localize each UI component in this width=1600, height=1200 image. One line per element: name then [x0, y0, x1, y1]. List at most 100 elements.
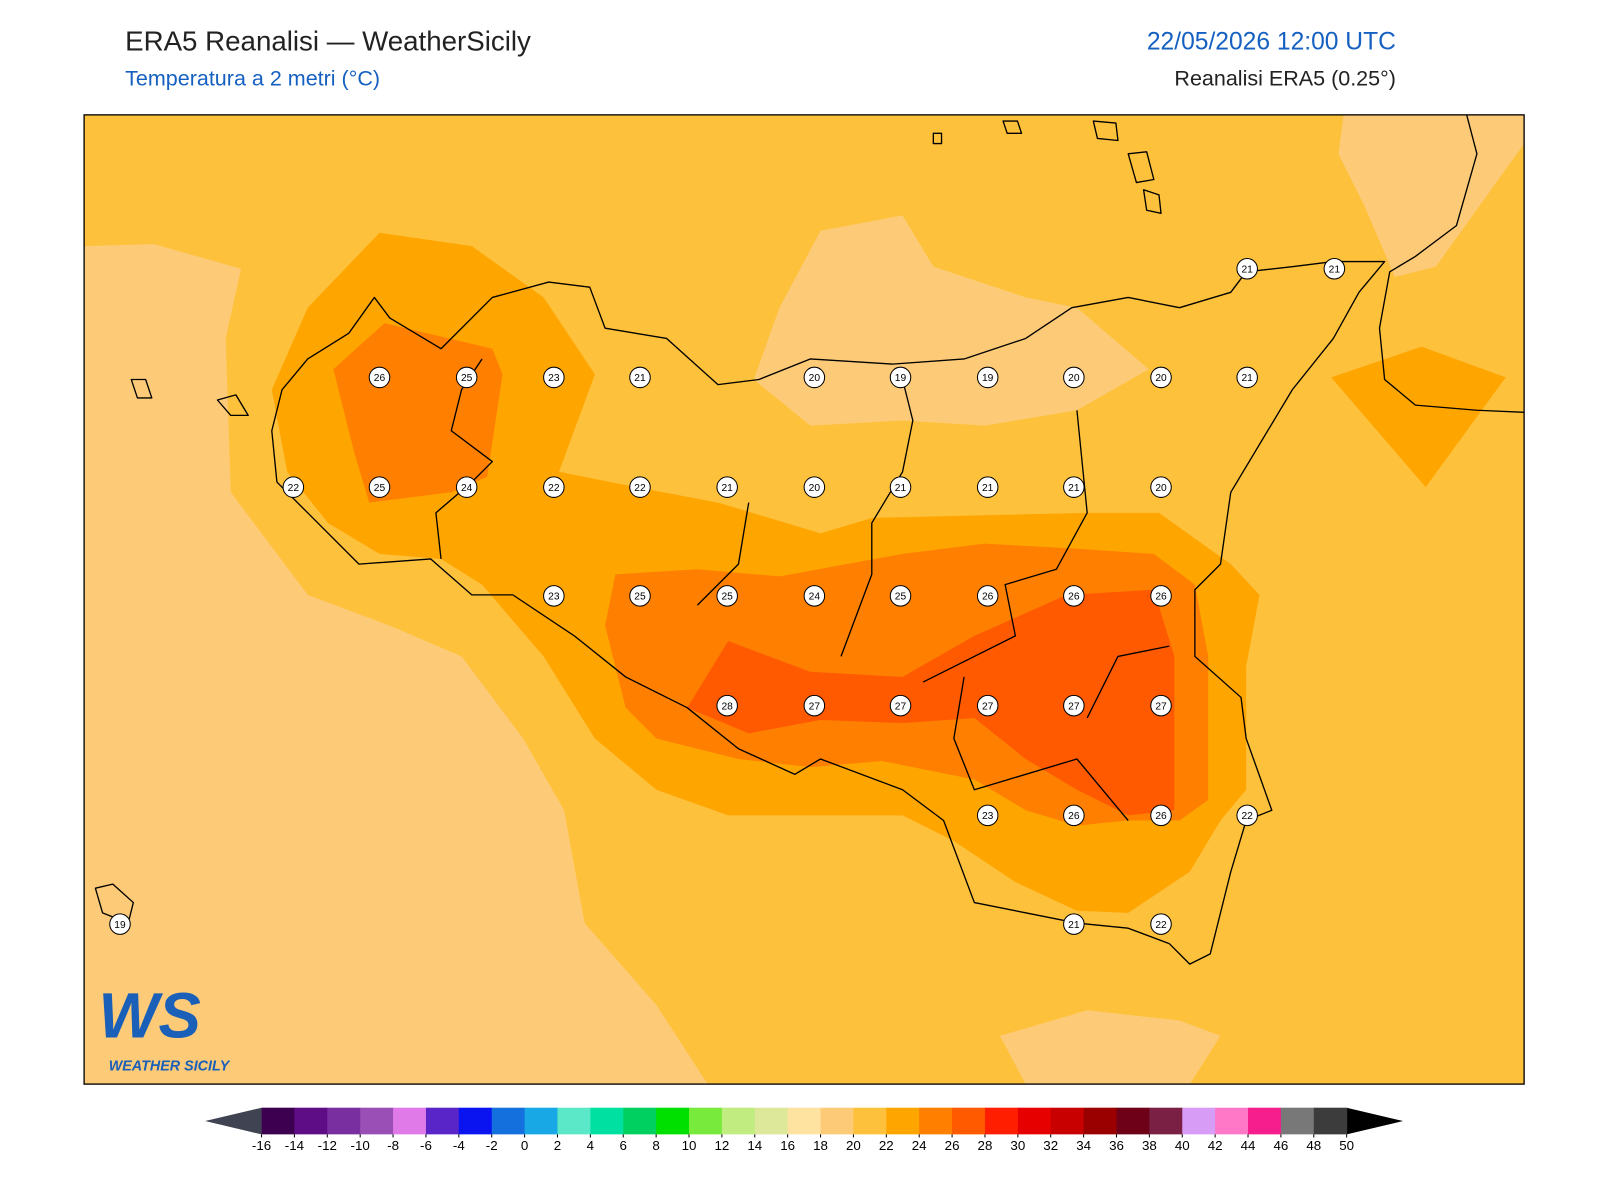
colorbar-label: 38: [1142, 1138, 1157, 1153]
colorbar-under: [205, 1107, 262, 1135]
field-26: [687, 589, 1175, 816]
colorbar-label: 16: [780, 1138, 795, 1153]
colorbar-label: 36: [1109, 1138, 1124, 1153]
station-value: 20: [1068, 373, 1080, 384]
field-18: [753, 215, 1149, 426]
station-marker: [1063, 585, 1085, 607]
station-value: 25: [634, 592, 646, 603]
station-marker: [1063, 913, 1085, 935]
colorbar-label: 28: [978, 1138, 993, 1153]
colorbar-bin: [1149, 1107, 1183, 1135]
station-value: 21: [1241, 373, 1253, 384]
station-marker: [368, 476, 391, 498]
station-value: 21: [895, 483, 907, 494]
colorbar-bin: [754, 1107, 789, 1135]
station-value: 26: [1155, 592, 1167, 603]
colorbar-label: -4: [453, 1138, 465, 1153]
station-value: 25: [461, 373, 473, 384]
colorbar-label: 2: [554, 1138, 561, 1153]
colorbar-label: 46: [1273, 1138, 1288, 1153]
station-marker: [1150, 476, 1172, 498]
station-value: 22: [288, 483, 300, 494]
station-marker: [1150, 694, 1172, 717]
colorbar-bin: [524, 1107, 558, 1135]
station-value: 20: [809, 483, 821, 494]
station-value: 21: [1068, 483, 1080, 494]
colorbar-label: 24: [912, 1138, 927, 1153]
colorbar-bin: [919, 1107, 953, 1135]
station-marker: [976, 585, 999, 607]
station-value: 24: [461, 483, 473, 494]
colorbar-over: [1346, 1107, 1404, 1135]
station-value: 20: [1155, 373, 1167, 384]
station-marker: [1150, 804, 1172, 827]
colorbar-bin: [721, 1107, 756, 1135]
datetime: 22/05/2026 12:00 UTC: [1147, 29, 1396, 56]
station-marker: [716, 476, 738, 498]
station-marker: [889, 694, 912, 717]
station-marker: [889, 585, 912, 607]
colorbar-label: 20: [846, 1138, 861, 1153]
station-value: 25: [374, 483, 386, 494]
station-marker: [1063, 804, 1085, 827]
colorbar-label: 30: [1010, 1138, 1025, 1153]
station-marker: [455, 366, 478, 389]
title: ERA5 Reanalisi — WeatherSicily: [125, 25, 531, 56]
colorbar-label: 32: [1043, 1138, 1058, 1153]
colorbar-label: 50: [1339, 1138, 1354, 1153]
station-marker: [543, 476, 565, 498]
coastline: [271, 260, 1386, 965]
colorbar-bin: [689, 1107, 723, 1135]
station-marker: [1063, 476, 1085, 498]
colorbar-bin: [853, 1107, 887, 1135]
field-18: [1000, 1010, 1221, 1085]
station-value: 27: [1068, 701, 1080, 712]
station-value: 28: [721, 701, 733, 712]
province-borders: [435, 358, 1170, 821]
colorbar-bin: [261, 1107, 295, 1135]
station-value: 21: [1241, 264, 1253, 275]
station-marker: [368, 366, 391, 389]
colorbar-label: 26: [945, 1138, 960, 1153]
station-marker: [1236, 366, 1258, 389]
station-value: 27: [982, 701, 994, 712]
station-value: 26: [982, 592, 994, 603]
colorbar-bin: [1083, 1107, 1118, 1135]
colorbar-label: 6: [620, 1138, 627, 1153]
station-marker: [1323, 257, 1346, 280]
colorbar-label: -2: [486, 1138, 498, 1153]
colorbar-label: 42: [1208, 1138, 1223, 1153]
colorbar-bin: [984, 1107, 1019, 1135]
subtitle: Temperatura a 2 metri (°C): [125, 67, 380, 91]
colorbar-bin: [1280, 1107, 1315, 1135]
colorbar-label: 40: [1175, 1138, 1190, 1153]
colorbar-bin: [294, 1107, 328, 1135]
colorbar-bin: [425, 1107, 460, 1135]
colorbar-label: 14: [747, 1138, 762, 1153]
station-marker: [1150, 585, 1172, 607]
field-22: [1331, 346, 1506, 488]
colorbar-bin: [1017, 1107, 1052, 1135]
station-value: 21: [721, 483, 733, 494]
station-value: 22: [1241, 811, 1253, 822]
field-18: [84, 244, 708, 1085]
station-marker: [1063, 694, 1085, 717]
station-marker: [976, 804, 999, 827]
station-value: 19: [895, 373, 907, 384]
coastline-calabria: [1378, 114, 1525, 413]
station-marker: [976, 694, 999, 717]
station-value: 21: [1068, 920, 1080, 931]
colorbar-bin: [360, 1107, 394, 1135]
colorbar-bin: [1050, 1107, 1085, 1135]
colorbar-bin: [458, 1107, 493, 1135]
station-value: 21: [982, 483, 994, 494]
station-marker: [543, 366, 565, 389]
colorbar-label: -12: [318, 1138, 337, 1153]
colorbar-bin: [327, 1107, 361, 1135]
station-marker: [109, 913, 131, 935]
station-value: 22: [634, 483, 646, 494]
station-value: 27: [895, 701, 907, 712]
station-value: 22: [548, 483, 560, 494]
station-marker: [629, 585, 651, 607]
